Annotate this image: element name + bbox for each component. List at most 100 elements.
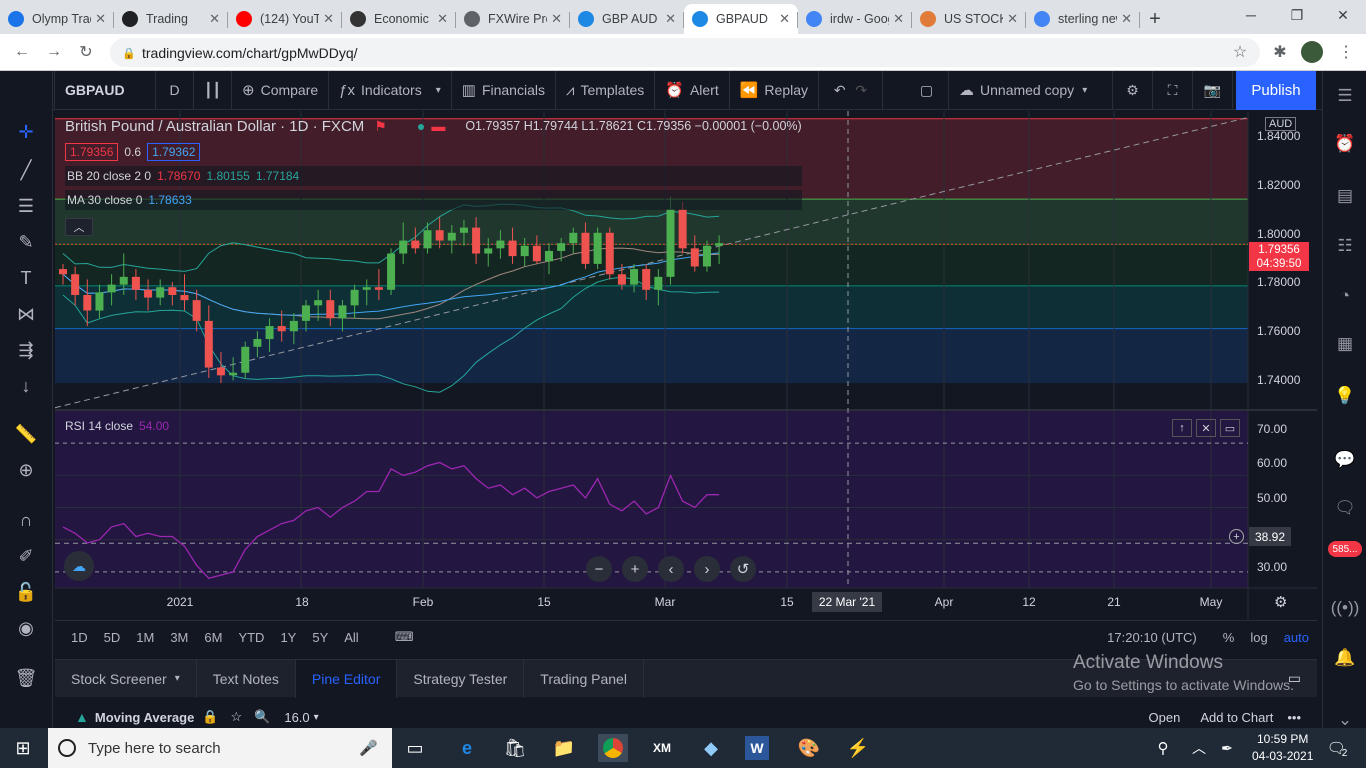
arrow-down-icon[interactable]: ↓	[21, 375, 31, 396]
trash-icon[interactable]: 🗑	[14, 667, 38, 688]
action-center-icon[interactable]: 🗨 2	[1326, 740, 1348, 759]
pen-icon[interactable]: ✒	[1221, 739, 1233, 756]
flag-icon[interactable]: ⚑	[374, 117, 387, 134]
calendar-icon[interactable]: ▦	[1336, 334, 1354, 353]
range-5d[interactable]: 5D	[103, 629, 121, 645]
financials-button[interactable]: ▥ Financials	[452, 70, 556, 110]
new-tab-icon[interactable]: +	[1149, 7, 1161, 30]
notifications-bell-icon[interactable]: 🔔	[1334, 648, 1356, 667]
pine-script-name[interactable]: Moving Average	[94, 709, 195, 725]
file-explorer-icon[interactable]: 📁	[552, 737, 576, 758]
task-view-icon[interactable]: ▭	[406, 737, 424, 758]
close-tab-icon[interactable]: ✕	[1007, 11, 1018, 26]
star-icon[interactable]: ☆	[230, 709, 243, 724]
zoom-out-icon[interactable]: −	[586, 556, 612, 582]
maximize-panel-icon[interactable]: ▭	[1287, 670, 1301, 686]
close-tab-icon[interactable]: ✕	[665, 11, 676, 26]
close-tab-icon[interactable]: ✕	[779, 11, 790, 26]
private-chat-icon[interactable]: 🗨	[1334, 498, 1356, 517]
axis-settings-icon[interactable]: ⚙	[1274, 594, 1288, 611]
app-shortcut-icon[interactable]: ⚡	[846, 737, 870, 758]
crosshair-icon[interactable]: ✛	[18, 121, 34, 142]
range-1d[interactable]: 1D	[71, 629, 88, 645]
open-script-button[interactable]: Open	[1148, 709, 1181, 725]
goto-date-icon[interactable]: ⌨	[394, 629, 414, 644]
fib-icon[interactable]: ☰	[17, 195, 35, 216]
redo-icon[interactable]: ↷	[855, 81, 868, 98]
tab-stock-screener[interactable]: Stock Screener ▾	[55, 659, 197, 698]
text-tool-icon[interactable]: T	[20, 267, 32, 288]
lock-drawings-icon[interactable]: 🔓	[14, 581, 38, 602]
brush-icon[interactable]: ✎	[18, 231, 34, 252]
range-5y[interactable]: 5Y	[312, 629, 329, 645]
people-icon[interactable]: ⚲	[1157, 740, 1169, 757]
url-input[interactable]: 🔒 tradingview.com/chart/gpMwDDyq/	[110, 38, 1260, 67]
fullscreen-button[interactable]: ⛶	[1153, 70, 1194, 110]
range-1m[interactable]: 1M	[136, 629, 155, 645]
data-window-icon[interactable]: ☷	[1337, 236, 1353, 255]
collapse-legend-button[interactable]: ︿	[65, 218, 93, 236]
trendline-icon[interactable]: ╱	[20, 159, 32, 180]
browser-tab[interactable]: GBP AUD ✕	[570, 4, 684, 34]
tab-trading-panel[interactable]: Trading Panel	[524, 659, 644, 698]
browser-tab[interactable]: US STOCK ✕	[912, 4, 1026, 34]
close-window-icon[interactable]: ✕	[1337, 6, 1349, 23]
add-alert-icon[interactable]: +	[1229, 529, 1244, 544]
minimize-icon[interactable]: ─	[1246, 7, 1256, 23]
browser-tab[interactable]: Economic ✕	[342, 4, 456, 34]
browser-tab[interactable]: (124) YouTube✕	[228, 4, 342, 34]
eye-icon[interactable]: ◉	[18, 617, 34, 638]
close-tab-icon[interactable]: ✕	[1121, 11, 1132, 26]
utc-time[interactable]: 17:20:10 (UTC)	[1107, 629, 1197, 645]
collapse-icon[interactable]: ⌄	[1337, 710, 1353, 729]
zoom-in-icon[interactable]: ⊕	[18, 459, 34, 480]
browser-tab[interactable]: Olymp Trade ✕	[0, 4, 114, 34]
alert-button[interactable]: ⏰ Alert	[655, 70, 730, 110]
browser-tab[interactable]: FXWire Pro ✕	[456, 4, 570, 34]
settings-button[interactable]: ⚙	[1113, 70, 1154, 110]
tray-chevron-icon[interactable]: ︿	[1192, 740, 1206, 756]
browser-tab[interactable]: GBPAUD ✕	[684, 4, 798, 34]
close-tab-icon[interactable]: ✕	[95, 11, 106, 26]
scroll-right-icon[interactable]: ›	[694, 556, 720, 582]
close-tab-icon[interactable]: ✕	[893, 11, 904, 26]
screenshot-button[interactable]: 📷	[1193, 70, 1234, 110]
percent-toggle[interactable]: %	[1222, 629, 1235, 645]
word-icon[interactable]: W	[745, 736, 769, 760]
more-options-icon[interactable]: •••	[1287, 709, 1301, 725]
magnet-icon[interactable]: ∩	[19, 509, 33, 530]
range-6m[interactable]: 6M	[204, 629, 223, 645]
bb-legend[interactable]: BB 20 close 2 0 1.78670 1.80155 1.77184	[65, 166, 802, 186]
zoom-in-plus-icon[interactable]: +	[622, 556, 648, 582]
chat-icon[interactable]: 💬	[1334, 450, 1356, 469]
scroll-left-icon[interactable]: ‹	[658, 556, 684, 582]
hotlist-icon[interactable]: ◔	[1339, 286, 1351, 305]
microphone-icon[interactable]: 🎤	[359, 740, 378, 757]
close-tab-icon[interactable]: ✕	[437, 11, 448, 26]
close-pane-icon[interactable]: ✕	[1196, 419, 1216, 437]
windows-start-icon[interactable]: ⊞	[15, 737, 31, 758]
interval-button[interactable]: D	[156, 70, 194, 110]
add-to-chart-button[interactable]: Add to Chart	[1200, 709, 1274, 725]
close-tab-icon[interactable]: ✕	[551, 11, 562, 26]
stay-drawing-icon[interactable]: ✐	[18, 545, 34, 566]
range-1y[interactable]: 1Y	[280, 629, 297, 645]
tab-pine-editor[interactable]: Pine Editor	[295, 659, 398, 698]
range-3m[interactable]: 3M	[170, 629, 189, 645]
edge-icon[interactable]: e	[461, 737, 472, 758]
symbol-search[interactable]: GBPAUD	[55, 70, 156, 110]
range-all[interactable]: All	[344, 629, 359, 645]
xm-icon[interactable]: XM	[653, 741, 671, 755]
news-icon[interactable]: ▤	[1336, 186, 1354, 205]
taskbar-clock[interactable]: 10:59 PM 04-03-2021	[1252, 731, 1313, 765]
ideas-icon[interactable]: 💡	[1334, 386, 1356, 405]
streams-icon[interactable]: ((•))	[1330, 598, 1360, 617]
lock-icon[interactable]: 🔒	[202, 709, 219, 724]
streams-badge[interactable]: 585...	[1328, 541, 1362, 557]
move-up-icon[interactable]: ↑	[1172, 419, 1192, 437]
close-tab-icon[interactable]: ✕	[323, 11, 334, 26]
sell-price[interactable]: 1.79356	[65, 143, 119, 161]
menu-icon[interactable]: ⋮	[1338, 44, 1354, 61]
browser-tab[interactable]: sterling news ✕	[1026, 4, 1140, 34]
chrome-icon[interactable]	[598, 734, 628, 762]
